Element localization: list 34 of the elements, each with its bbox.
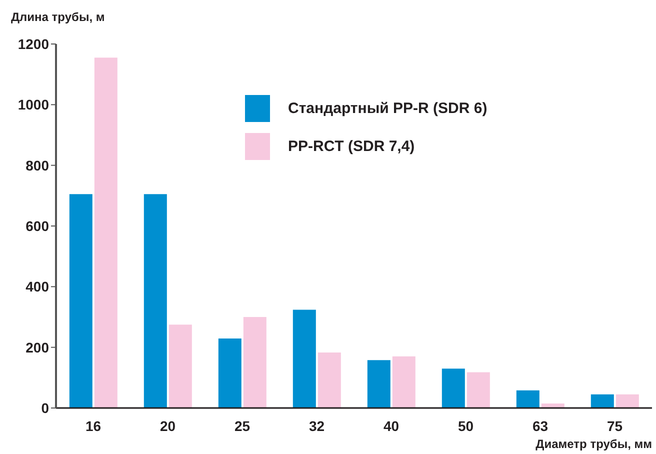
y-tick-label: 600	[26, 218, 50, 234]
bar	[318, 352, 341, 408]
x-tick-label: 32	[308, 418, 325, 434]
y-axis-title: Длина трубы, м	[11, 10, 105, 24]
bar	[243, 317, 266, 408]
x-tick-label: 75	[606, 418, 623, 434]
x-tick-label: 16	[85, 418, 102, 434]
y-tick-label: 400	[26, 278, 50, 295]
bar	[292, 310, 316, 408]
y-tick-label: 200	[26, 339, 50, 356]
bar	[392, 356, 416, 408]
bar	[516, 390, 540, 408]
y-tick-label: 800	[26, 157, 50, 174]
bar	[590, 394, 614, 408]
bar	[442, 368, 465, 408]
legend-label: Стандартный PP-R (SDR 6)	[288, 100, 488, 117]
x-axis-title: Диаметр трубы, мм	[536, 437, 652, 451]
bar	[168, 324, 192, 408]
legend-label: PP-RCT (SDR 7,4)	[288, 138, 415, 155]
bar	[94, 58, 118, 408]
bar	[616, 394, 639, 408]
x-tick-label: 25	[234, 418, 250, 434]
x-tick-label: 63	[532, 418, 548, 434]
y-tick-label: 0	[41, 400, 50, 416]
y-tick-label: 1000	[18, 96, 50, 113]
bar	[144, 194, 167, 408]
y-tick-label: 1200	[18, 36, 50, 52]
bar	[367, 360, 390, 408]
x-tick-label: 20	[160, 418, 176, 434]
x-tick-label: 40	[383, 418, 400, 434]
bar	[466, 372, 490, 408]
bar	[218, 338, 242, 408]
bar	[69, 194, 92, 408]
x-tick-label: 50	[458, 418, 474, 434]
